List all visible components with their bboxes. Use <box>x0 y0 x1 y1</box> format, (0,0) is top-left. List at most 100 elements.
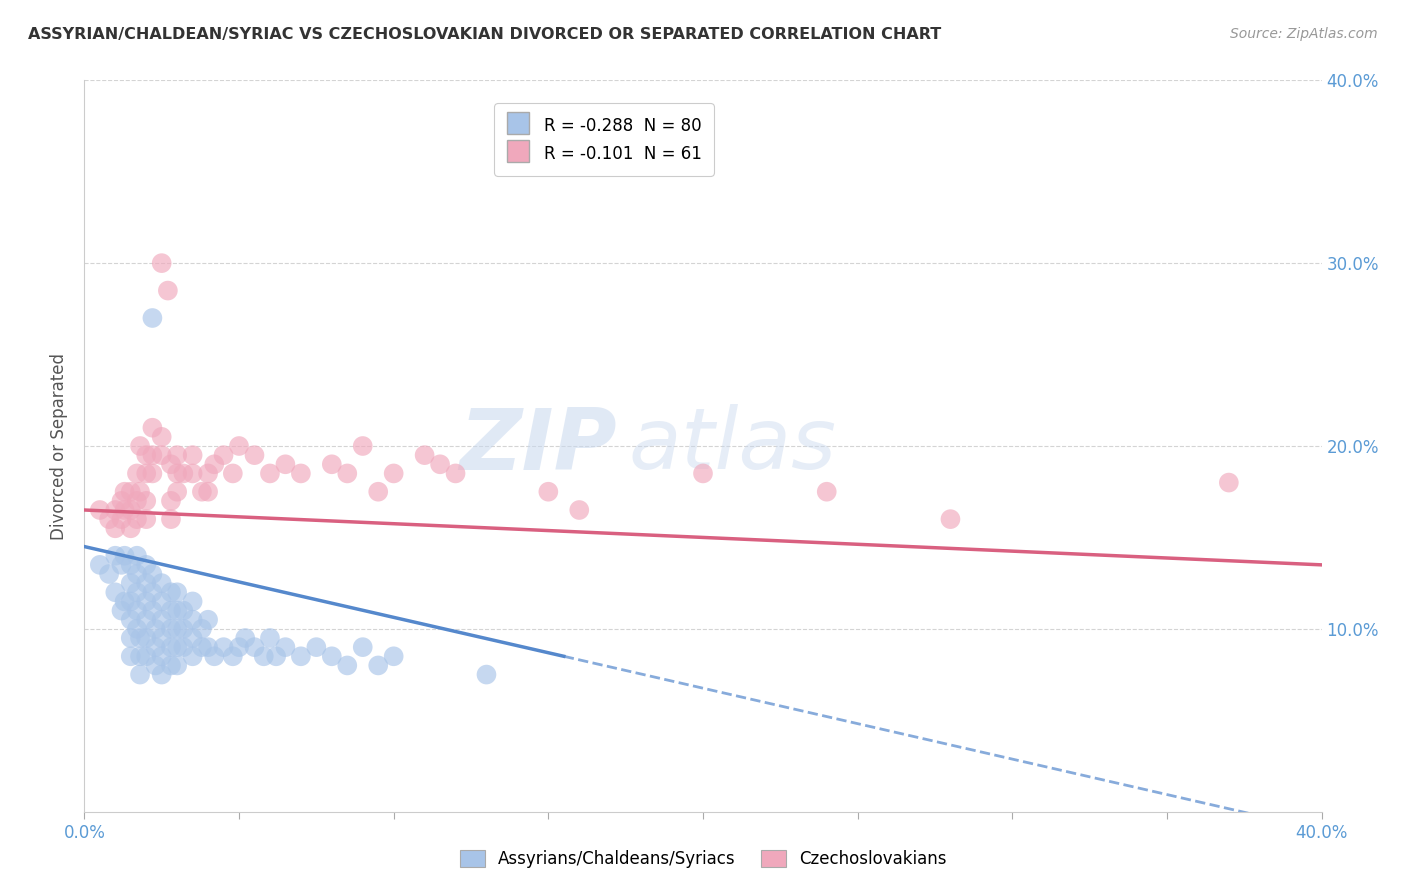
Point <box>104 503 127 517</box>
Point <box>145 658 167 673</box>
Point <box>321 649 343 664</box>
Point <box>150 256 173 270</box>
Point <box>274 640 297 655</box>
Point <box>166 484 188 499</box>
Point <box>129 439 152 453</box>
Point <box>150 613 173 627</box>
Point <box>181 631 204 645</box>
Point <box>172 603 194 617</box>
Point <box>222 467 245 481</box>
Point <box>181 594 204 608</box>
Point <box>141 310 163 325</box>
Point <box>160 622 183 636</box>
Point <box>181 467 204 481</box>
Point <box>202 649 225 664</box>
Point <box>125 622 148 636</box>
Point <box>141 585 163 599</box>
Point <box>253 649 276 664</box>
Point <box>141 421 163 435</box>
Point <box>228 640 250 655</box>
Point <box>135 613 157 627</box>
Point <box>692 467 714 481</box>
Point <box>135 576 157 591</box>
Point <box>135 558 157 572</box>
Point <box>429 457 451 471</box>
Point <box>150 631 173 645</box>
Point <box>120 503 142 517</box>
Point <box>129 649 152 664</box>
Point <box>305 640 328 655</box>
Point <box>444 467 467 481</box>
Point <box>197 484 219 499</box>
Legend: R = -0.288  N = 80, R = -0.101  N = 61: R = -0.288 N = 80, R = -0.101 N = 61 <box>495 103 714 176</box>
Point <box>160 457 183 471</box>
Point <box>160 494 183 508</box>
Point <box>129 484 152 499</box>
Point <box>120 484 142 499</box>
Point <box>141 567 163 582</box>
Point <box>135 512 157 526</box>
Point <box>114 549 136 563</box>
Point <box>150 576 173 591</box>
Point <box>160 512 183 526</box>
Point <box>222 649 245 664</box>
Point <box>264 649 287 664</box>
Point <box>413 448 436 462</box>
Legend: Assyrians/Chaldeans/Syriacs, Czechoslovakians: Assyrians/Chaldeans/Syriacs, Czechoslova… <box>453 843 953 875</box>
Point <box>243 640 266 655</box>
Point <box>135 467 157 481</box>
Point <box>352 439 374 453</box>
Point <box>141 603 163 617</box>
Point <box>135 494 157 508</box>
Point <box>382 467 405 481</box>
Point <box>321 457 343 471</box>
Point <box>110 494 132 508</box>
Text: atlas: atlas <box>628 404 837 488</box>
Point <box>104 521 127 535</box>
Point <box>120 576 142 591</box>
Point <box>89 503 111 517</box>
Point <box>125 585 148 599</box>
Point <box>172 467 194 481</box>
Point <box>1218 475 1240 490</box>
Point <box>156 284 179 298</box>
Point <box>233 631 256 645</box>
Point <box>120 594 142 608</box>
Point <box>145 622 167 636</box>
Point <box>815 484 838 499</box>
Point <box>243 448 266 462</box>
Point <box>212 448 235 462</box>
Point <box>274 457 297 471</box>
Point <box>939 512 962 526</box>
Point <box>125 467 148 481</box>
Point <box>150 649 173 664</box>
Point <box>120 613 142 627</box>
Point <box>129 631 152 645</box>
Point <box>191 640 214 655</box>
Point <box>141 448 163 462</box>
Point <box>129 667 152 681</box>
Point <box>120 649 142 664</box>
Point <box>160 658 183 673</box>
Point <box>110 512 132 526</box>
Point <box>120 558 142 572</box>
Point <box>181 448 204 462</box>
Point <box>290 649 312 664</box>
Point <box>120 631 142 645</box>
Point <box>135 631 157 645</box>
Point <box>125 494 148 508</box>
Point <box>197 467 219 481</box>
Point <box>166 640 188 655</box>
Point <box>114 594 136 608</box>
Point <box>104 585 127 599</box>
Point <box>537 484 560 499</box>
Point <box>114 484 136 499</box>
Point <box>104 549 127 563</box>
Point <box>382 649 405 664</box>
Point <box>336 658 359 673</box>
Point <box>166 585 188 599</box>
Point <box>135 649 157 664</box>
Point <box>202 457 225 471</box>
Point <box>89 558 111 572</box>
Point <box>150 667 173 681</box>
